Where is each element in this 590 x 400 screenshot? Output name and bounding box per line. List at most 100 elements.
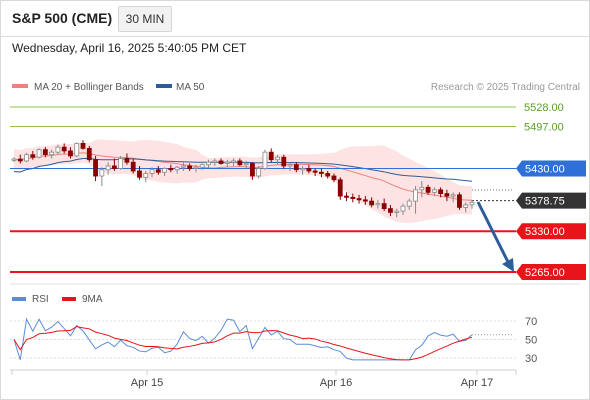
candle-body [111,165,117,169]
rsi-tick-70: 70 [525,316,537,328]
candle-body [162,168,167,173]
candle-body [155,169,161,173]
rsi-legend-label: RSI [32,294,49,305]
rsi-ma-legend-swatch [62,297,76,301]
candle-body [199,164,205,168]
candle-body [463,204,469,208]
candle-body [319,171,324,174]
candle-body [300,168,306,171]
candle-body [293,164,299,171]
candle-body [331,175,337,181]
level-tag-5378.75 [516,192,586,209]
candle-body [394,210,400,213]
x-tick-label-1: Apr 16 [320,377,352,389]
candle-body [350,196,356,199]
candle-body [74,142,80,157]
candle-body [388,208,393,213]
candle-body [187,165,193,169]
candles [11,140,475,218]
candle-body [42,149,48,156]
timeframe-button[interactable]: 30 MIN [118,6,172,32]
candle-body [149,169,155,174]
candle-body [450,194,456,197]
candle-body [457,194,462,208]
candle-body [431,189,437,193]
candle-body [250,163,255,177]
rsi-ma-line [13,326,473,361]
candle-body [362,199,368,202]
candle-body [275,156,280,161]
candle-body [180,165,186,168]
candle-body [17,158,23,162]
candle-body [61,146,67,152]
chart-header: S&P 500 (CME) 30 MIN [0,0,590,37]
candle-body [400,205,406,212]
candle-body [143,173,149,178]
candle-body [174,166,180,171]
ma50-legend-label: MA 50 [176,82,205,93]
level-label-5497.00: 5497.00 [524,121,564,133]
candle-body [49,151,55,156]
candle-body [419,186,425,191]
price-levels: 5528.00 5497.00 5430.00 5378.75 5330.00 5265.… [10,102,586,280]
candle-body [80,142,86,149]
candle-body [356,198,362,201]
candle-body [105,165,111,171]
candle-body [281,156,287,167]
candle-body [36,149,42,158]
candle-body [168,168,174,171]
candle-body [337,179,343,197]
level-label-5528.00: 5528.00 [524,102,564,114]
candle-body [24,154,29,162]
level-tag-5330.00 [516,223,586,240]
candle-body [325,173,331,177]
candle-body [438,189,444,194]
candle-body [118,158,124,169]
candle-body [193,166,199,169]
candle-body [425,186,431,193]
candle-body [30,154,36,158]
candle-body [11,158,17,161]
candle-body [268,151,274,161]
credit-text: Research © 2025 Trading Central [431,82,580,93]
candle-body [375,203,381,206]
candle-body [262,151,268,169]
candle-body [212,160,218,163]
candle-body [206,161,211,166]
candle-body [444,193,450,197]
forecast-arrow-head [502,258,514,272]
candle-body [231,160,236,163]
x-axis: Apr 15 Apr 16 Apr 17 [11,370,517,389]
candle-body [413,189,418,202]
level-tag-5265.00 [516,264,586,280]
rsi-panel: 70 50 30 [10,316,537,365]
level-label-5378.75: 5378.75 [525,196,565,208]
instrument-title: S&P 500 (CME) [12,10,113,26]
candle-body [312,170,318,173]
candle-body [381,203,387,210]
candle-body [256,168,262,177]
candle-body [306,168,312,172]
candle-body [124,158,130,163]
candle-body [218,160,224,164]
candle-body [68,150,73,157]
level-label-5265.00: 5265.00 [525,267,565,279]
rsi-tick-50: 50 [525,335,537,347]
x-tick-label-0: Apr 15 [131,377,163,389]
candle-body [243,163,249,166]
x-tick-label-2: Apr 17 [461,377,493,389]
candle-body [224,161,230,164]
rsi-tick-30: 30 [525,353,537,365]
level-label-5330.00: 5330.00 [525,226,565,238]
candle-body [86,148,92,161]
rsi-ma-legend-label: 9MA [82,294,103,305]
candle-body [99,169,105,177]
candle-body [237,160,243,166]
timestamp-text: Wednesday, April 16, 2025 5:40:05 PM CET [12,41,247,55]
candle-body [344,195,349,198]
forecast-arrow-shaft [476,201,511,265]
candle-body [137,170,142,178]
candle-body [406,200,412,207]
level-tag-5430.00 [516,160,586,177]
